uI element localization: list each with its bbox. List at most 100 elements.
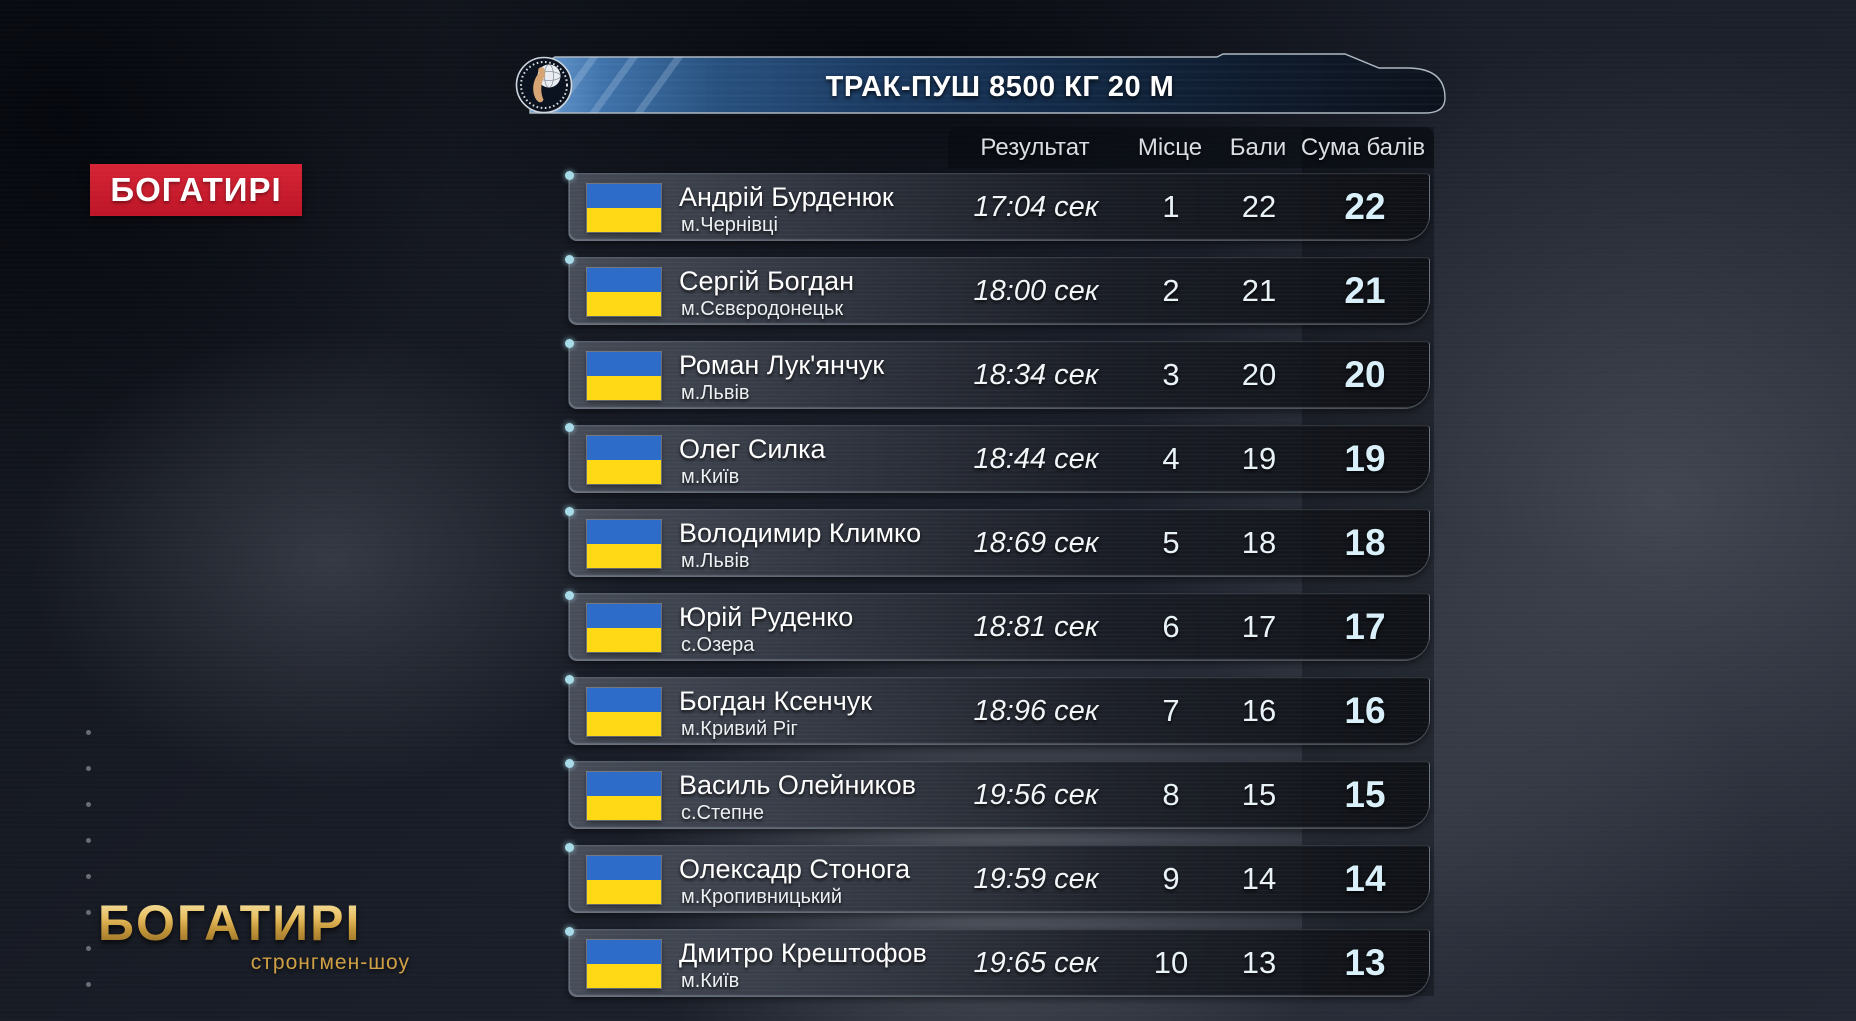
column-header-place: Місце xyxy=(1137,134,1203,161)
edge-dot-icon xyxy=(86,874,91,879)
athlete-city: м.Чернівці xyxy=(681,214,778,236)
table-row: Сергій Богдан м.Сєвєродонецьк 18:00 сек … xyxy=(565,255,1430,325)
row-corner-dot-icon xyxy=(565,171,574,180)
ukraine-flag-icon xyxy=(587,184,661,232)
points-value: 13 xyxy=(1241,945,1277,980)
place-value: 9 xyxy=(1162,861,1180,896)
strongman-federation-logo-icon xyxy=(515,56,573,114)
column-header-result: Результат xyxy=(980,134,1090,161)
ukraine-flag-icon xyxy=(587,940,661,988)
ukraine-flag-icon xyxy=(587,268,661,316)
title-bar-shape xyxy=(529,53,1446,114)
place-value: 2 xyxy=(1162,273,1180,308)
edge-dot-icon xyxy=(86,838,91,843)
points-value: 15 xyxy=(1241,777,1277,812)
athlete-name: Дмитро Крештофов xyxy=(679,938,927,968)
table-row: Дмитро Крештофов м.Київ 19:65 сек 10 13 … xyxy=(565,927,1430,997)
table-row: Олег Силка м.Київ 18:44 сек 4 19 19 xyxy=(565,423,1430,493)
ukraine-flag-icon xyxy=(587,352,661,400)
athlete-name: Василь Олейников xyxy=(679,770,916,800)
points-value: 18 xyxy=(1241,525,1277,560)
total-points-value: 13 xyxy=(1344,942,1386,983)
athlete-name: Володимир Климко xyxy=(679,518,922,548)
edge-dot-icon xyxy=(86,802,91,807)
total-points-value: 17 xyxy=(1344,606,1386,647)
result-time: 18:96 сек xyxy=(973,695,1099,727)
place-value: 5 xyxy=(1162,525,1180,560)
points-value: 16 xyxy=(1241,693,1277,728)
edge-dot-icon xyxy=(86,766,91,771)
result-time: 18:44 сек xyxy=(973,443,1099,475)
table-row: Володимир Климко м.Львів 18:69 сек 5 18 … xyxy=(565,507,1430,577)
points-value: 17 xyxy=(1241,609,1277,644)
athlete-city: м.Сєвєродонецьк xyxy=(681,298,844,320)
row-corner-dot-icon xyxy=(565,507,574,516)
table-row: Олексадр Стонога м.Кропивницький 19:59 с… xyxy=(565,843,1430,913)
total-points-value: 21 xyxy=(1344,270,1386,311)
edge-dot-icon xyxy=(86,946,91,951)
place-value: 8 xyxy=(1162,777,1180,812)
points-value: 22 xyxy=(1241,189,1277,224)
table-row: Василь Олейников с.Степне 19:56 сек 8 15… xyxy=(565,759,1430,829)
row-corner-dot-icon xyxy=(565,759,574,768)
ukraine-flag-icon xyxy=(587,604,661,652)
edge-dot-icon xyxy=(86,910,91,915)
edge-dot-icon xyxy=(86,730,91,735)
row-corner-dot-icon xyxy=(565,591,574,600)
result-time: 18:69 сек xyxy=(973,527,1099,559)
place-value: 4 xyxy=(1162,441,1180,476)
results-table-body: Андрій Бурденюк м.Чернівці 17:04 сек 1 2… xyxy=(565,171,1430,1013)
athlete-city: м.Київ xyxy=(681,466,740,488)
result-time: 19:56 сек xyxy=(973,779,1099,811)
athlete-city: с.Озера xyxy=(681,634,755,656)
athlete-city: м.Львів xyxy=(681,382,750,404)
total-points-value: 16 xyxy=(1344,690,1386,731)
channel-badge: БОГАТИРІ xyxy=(90,164,302,216)
row-corner-dot-icon xyxy=(565,339,574,348)
points-value: 19 xyxy=(1241,441,1277,476)
table-row: Богдан Ксенчук м.Кривий Ріг 18:96 сек 7 … xyxy=(565,675,1430,745)
ukraine-flag-icon xyxy=(587,688,661,736)
ukraine-flag-icon xyxy=(587,436,661,484)
athlete-name: Юрій Руденко xyxy=(679,602,854,632)
athlete-name: Роман Лук'янчук xyxy=(679,350,885,380)
event-title: ТРАК-ПУШ 8500 КГ 20 М xyxy=(825,71,1175,103)
athlete-city: с.Степне xyxy=(681,802,765,824)
athlete-name: Олег Силка xyxy=(679,434,826,464)
row-corner-dot-icon xyxy=(565,255,574,264)
table-header: Результат Місце Бали Сума балів xyxy=(948,127,1434,168)
ukraine-flag-icon xyxy=(587,772,661,820)
place-value: 10 xyxy=(1153,945,1189,980)
total-points-value: 19 xyxy=(1344,438,1386,479)
result-time: 18:34 сек xyxy=(973,359,1099,391)
edge-dot-icon xyxy=(86,982,91,987)
show-logo: БОГАТИРІ стронгмен-шоу xyxy=(98,898,410,975)
athlete-name: Олексадр Стонога xyxy=(679,854,911,884)
points-value: 14 xyxy=(1241,861,1277,896)
athlete-city: м.Київ xyxy=(681,970,740,992)
result-time: 18:81 сек xyxy=(973,611,1099,643)
result-time: 17:04 сек xyxy=(973,191,1099,223)
row-corner-dot-icon xyxy=(565,675,574,684)
athlete-name: Андрій Бурденюк xyxy=(679,182,894,212)
ukraine-flag-icon xyxy=(587,520,661,568)
total-points-value: 15 xyxy=(1344,774,1386,815)
total-points-value: 14 xyxy=(1344,858,1386,899)
row-corner-dot-icon xyxy=(565,843,574,852)
result-time: 19:65 сек xyxy=(973,947,1099,979)
total-points-value: 18 xyxy=(1344,522,1386,563)
table-row: Юрій Руденко с.Озера 18:81 сек 6 17 17 xyxy=(565,591,1430,661)
athlete-city: м.Львів xyxy=(681,550,750,572)
athlete-city: м.Кропивницький xyxy=(681,886,843,908)
column-header-total: Сума балів xyxy=(1300,134,1426,161)
total-points-value: 20 xyxy=(1344,354,1386,395)
place-value: 3 xyxy=(1162,357,1180,392)
column-header-points: Бали xyxy=(1229,134,1287,161)
athlete-name: Сергій Богдан xyxy=(679,266,855,296)
place-value: 1 xyxy=(1162,189,1180,224)
place-value: 7 xyxy=(1162,693,1180,728)
row-corner-dot-icon xyxy=(565,423,574,432)
channel-badge-label: БОГАТИРІ xyxy=(110,171,282,208)
show-logo-title: БОГАТИРІ xyxy=(98,898,410,948)
event-title-bar xyxy=(529,53,1446,114)
